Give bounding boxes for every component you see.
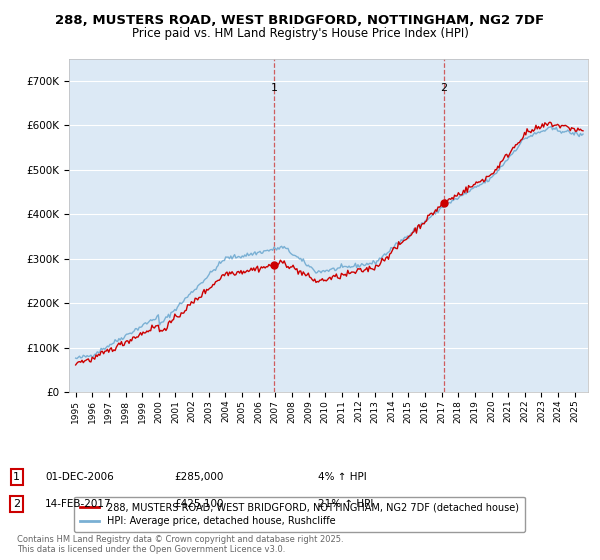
Text: Contains HM Land Registry data © Crown copyright and database right 2025.
This d: Contains HM Land Registry data © Crown c… xyxy=(17,535,343,554)
Text: £425,100: £425,100 xyxy=(174,499,223,509)
Legend: 288, MUSTERS ROAD, WEST BRIDGFORD, NOTTINGHAM, NG2 7DF (detached house), HPI: Av: 288, MUSTERS ROAD, WEST BRIDGFORD, NOTTI… xyxy=(74,497,525,532)
Text: £285,000: £285,000 xyxy=(174,472,223,482)
Text: 4% ↑ HPI: 4% ↑ HPI xyxy=(318,472,367,482)
Text: 14-FEB-2017: 14-FEB-2017 xyxy=(45,499,112,509)
Text: 2: 2 xyxy=(13,499,20,509)
Text: 2: 2 xyxy=(440,83,447,93)
Text: 21% ↑ HPI: 21% ↑ HPI xyxy=(318,499,373,509)
Text: 288, MUSTERS ROAD, WEST BRIDGFORD, NOTTINGHAM, NG2 7DF: 288, MUSTERS ROAD, WEST BRIDGFORD, NOTTI… xyxy=(55,14,545,27)
Text: 1: 1 xyxy=(271,83,277,93)
Text: 01-DEC-2006: 01-DEC-2006 xyxy=(45,472,114,482)
Text: 1: 1 xyxy=(13,472,20,482)
Text: Price paid vs. HM Land Registry's House Price Index (HPI): Price paid vs. HM Land Registry's House … xyxy=(131,27,469,40)
